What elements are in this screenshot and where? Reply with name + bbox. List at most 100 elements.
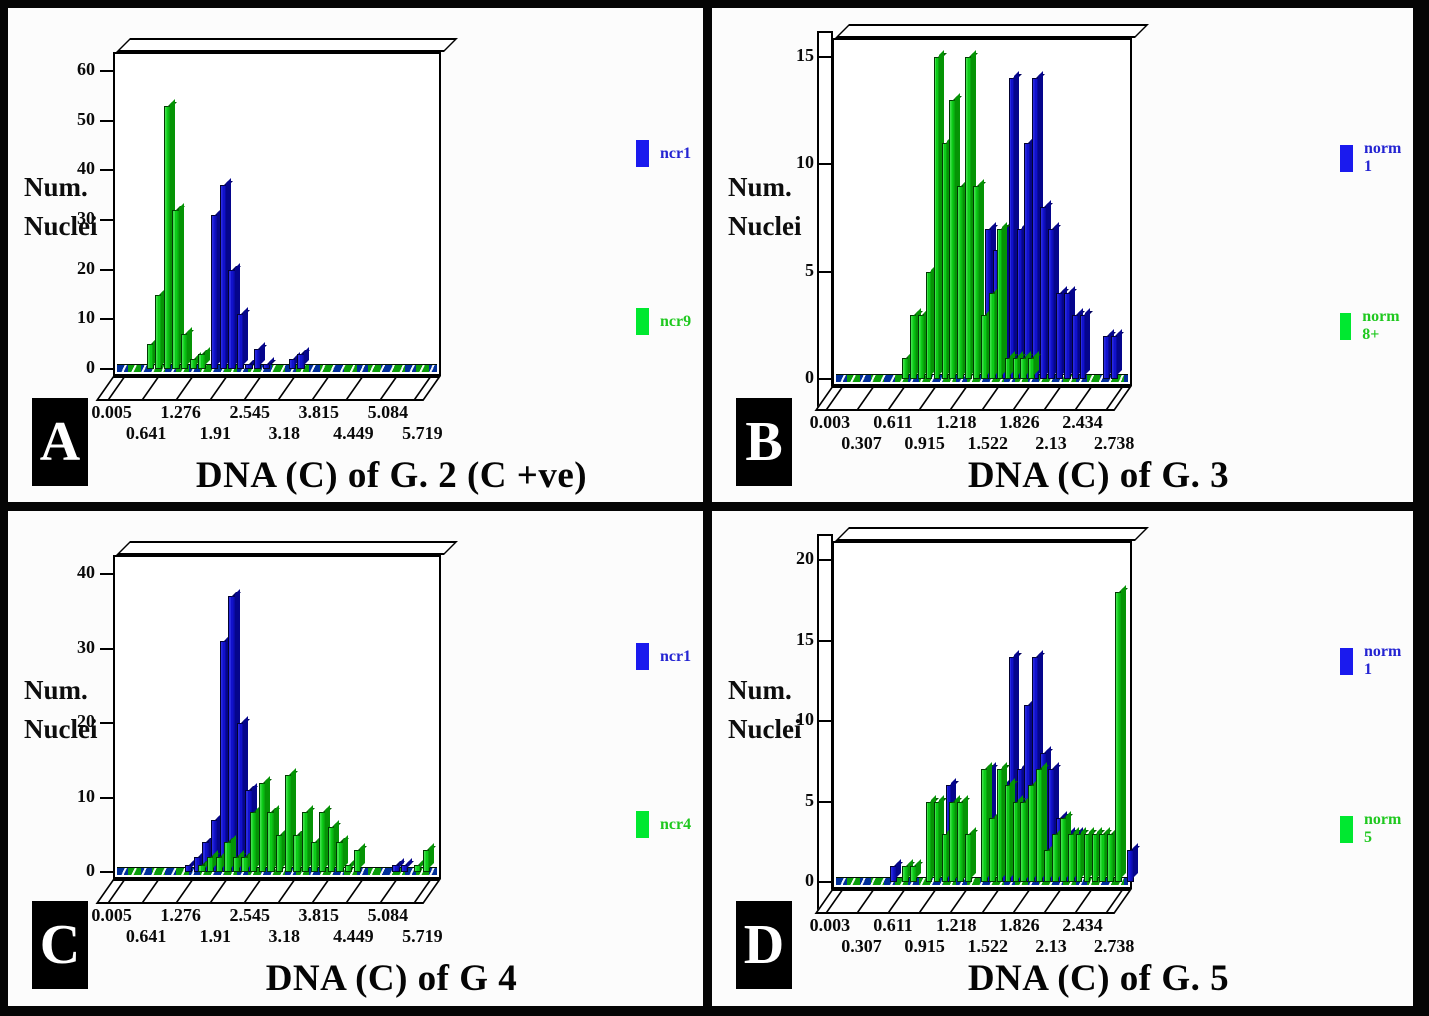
green-histogram-bar (917, 314, 925, 379)
x-axis-tick-label: 0.307 (841, 433, 882, 453)
green-histogram-bar (996, 228, 1004, 379)
green-histogram-bar (981, 769, 988, 882)
x-axis-tick-label: 5.719 (402, 423, 443, 443)
x-axis-tick-label: 1.522 (967, 433, 1009, 453)
x-axis-tick-divider (107, 378, 125, 399)
green-histogram-bar (336, 842, 344, 872)
green-histogram-bar (988, 293, 996, 379)
plot-area: 0 5 10 15 0.003 0.307 0.611 0.915 1.218 1.522 1.82… (796, 24, 1149, 453)
x-axis-tick-divider (107, 881, 125, 902)
x-axis-tick-label: 3.815 (298, 905, 340, 925)
green-histogram-bar (206, 857, 215, 872)
y-axis-title-line1: Num. (728, 172, 792, 202)
green-histogram-bar (941, 142, 949, 379)
x-axis-tick-label: 1.218 (935, 412, 977, 432)
green-histogram-bar (284, 775, 292, 872)
x-axis-tick-label: 1.276 (160, 905, 201, 925)
y-axis-tick (819, 881, 832, 883)
legend-swatch-blue (636, 643, 649, 670)
green-histogram-bar (258, 782, 267, 872)
green-histogram-bar (1115, 592, 1122, 882)
y-axis-tick-label: 0 (805, 367, 814, 387)
x-axis-tick-label: 0.641 (125, 423, 167, 443)
x-axis-tick-label: 2.738 (1093, 936, 1135, 956)
y-axis-tick-label: 10 (796, 152, 814, 173)
legend-label: norm 8+ (1362, 308, 1400, 343)
green-histogram-bar (181, 334, 189, 369)
blue-histogram-bar (1008, 78, 1016, 379)
blue-histogram-bar (236, 314, 245, 369)
y-axis-title-line2: Nuclei (24, 211, 98, 242)
y-axis-tick-label: 15 (796, 45, 814, 65)
x-axis-tick-label: 4.449 (333, 423, 374, 443)
green-histogram-bar (215, 857, 223, 872)
y-axis-tick (819, 720, 832, 722)
green-histogram-bar (965, 833, 972, 882)
y-axis-tick (100, 796, 113, 799)
panel-letter-badge: D (736, 901, 792, 989)
green-histogram-bar (155, 294, 163, 369)
green-histogram-bar (353, 849, 361, 872)
y-axis-tick (100, 169, 113, 172)
x-axis-tick-label: 1.91 (199, 926, 231, 946)
green-histogram-bar (902, 865, 909, 882)
blue-histogram-bar (400, 864, 409, 872)
x-axis-tick-label: 0.307 (841, 936, 882, 956)
panel-title: DNA (C) of G. 2 (C +ve) (195, 455, 588, 496)
y-axis-tick (819, 800, 832, 803)
legend-label: norm 1 (1363, 643, 1402, 678)
green-histogram-bar (988, 817, 996, 882)
green-histogram-bar (163, 105, 172, 369)
x-axis-tick-divider (887, 891, 905, 912)
green-histogram-bar (1028, 785, 1036, 882)
x-axis-tick-divider (175, 881, 193, 902)
blue-histogram-bar (392, 864, 400, 872)
green-histogram-bar (1020, 357, 1028, 379)
blue-histogram-bar (1056, 293, 1063, 379)
green-histogram-bar (241, 857, 249, 872)
legend-item-green: norm 5 (1340, 811, 1413, 847)
y-axis-tick-label: 10 (77, 307, 95, 328)
green-histogram-bar (1067, 833, 1075, 882)
y-axis-tick-label: 20 (796, 548, 814, 568)
y-axis-tick-label: 40 (77, 158, 95, 179)
y-axis-tick (100, 871, 113, 873)
green-histogram-bar (146, 344, 154, 369)
x-axis-tick-divider (1074, 891, 1092, 912)
green-histogram-bar (941, 833, 949, 882)
y-axis-tick-label: 5 (805, 789, 814, 810)
y-axis-tick (100, 722, 113, 724)
green-histogram-bar (301, 812, 310, 872)
x-axis-tick-divider (1043, 891, 1061, 912)
y-axis-tick (100, 268, 113, 271)
green-histogram-bar (414, 864, 422, 872)
x-axis-tick-divider (919, 891, 936, 912)
x-axis-tick-divider (277, 378, 295, 399)
green-histogram-bar (1091, 833, 1099, 882)
x-axis-tick-label: 2.13 (1035, 936, 1067, 956)
green-histogram-bar (902, 357, 909, 379)
y-axis-tick-label: 0 (805, 870, 814, 890)
green-histogram-bar (1004, 785, 1012, 882)
legend-item-green: ncr4 (636, 811, 691, 838)
y-axis-tick (100, 368, 113, 370)
blue-histogram-bar (890, 865, 897, 882)
blue-histogram-bar (1063, 293, 1071, 379)
panel-letter-badge: A (32, 398, 88, 486)
blue-histogram-bar (185, 864, 193, 872)
blue-histogram-bar (288, 359, 296, 369)
green-histogram-bar (319, 812, 327, 872)
y-axis-tick (819, 378, 832, 380)
x-axis-tick-divider (141, 881, 159, 902)
blue-histogram-bar (228, 269, 236, 369)
y-axis-title-line1: Num. (24, 172, 88, 202)
green-histogram-bar (1059, 817, 1067, 882)
x-axis-tick-label: 2.545 (229, 905, 270, 925)
x-axis-tick-label: 5.084 (367, 402, 409, 422)
legend-swatch-green (1340, 312, 1352, 340)
y-axis-tick (819, 270, 832, 273)
x-axis-tick-label: 0.611 (873, 915, 913, 935)
x-axis-tick-label: 0.915 (904, 936, 945, 956)
panel-title: DNA (C) of G. 3 (967, 455, 1230, 496)
legend-item-green: norm 8+ (1340, 308, 1413, 344)
